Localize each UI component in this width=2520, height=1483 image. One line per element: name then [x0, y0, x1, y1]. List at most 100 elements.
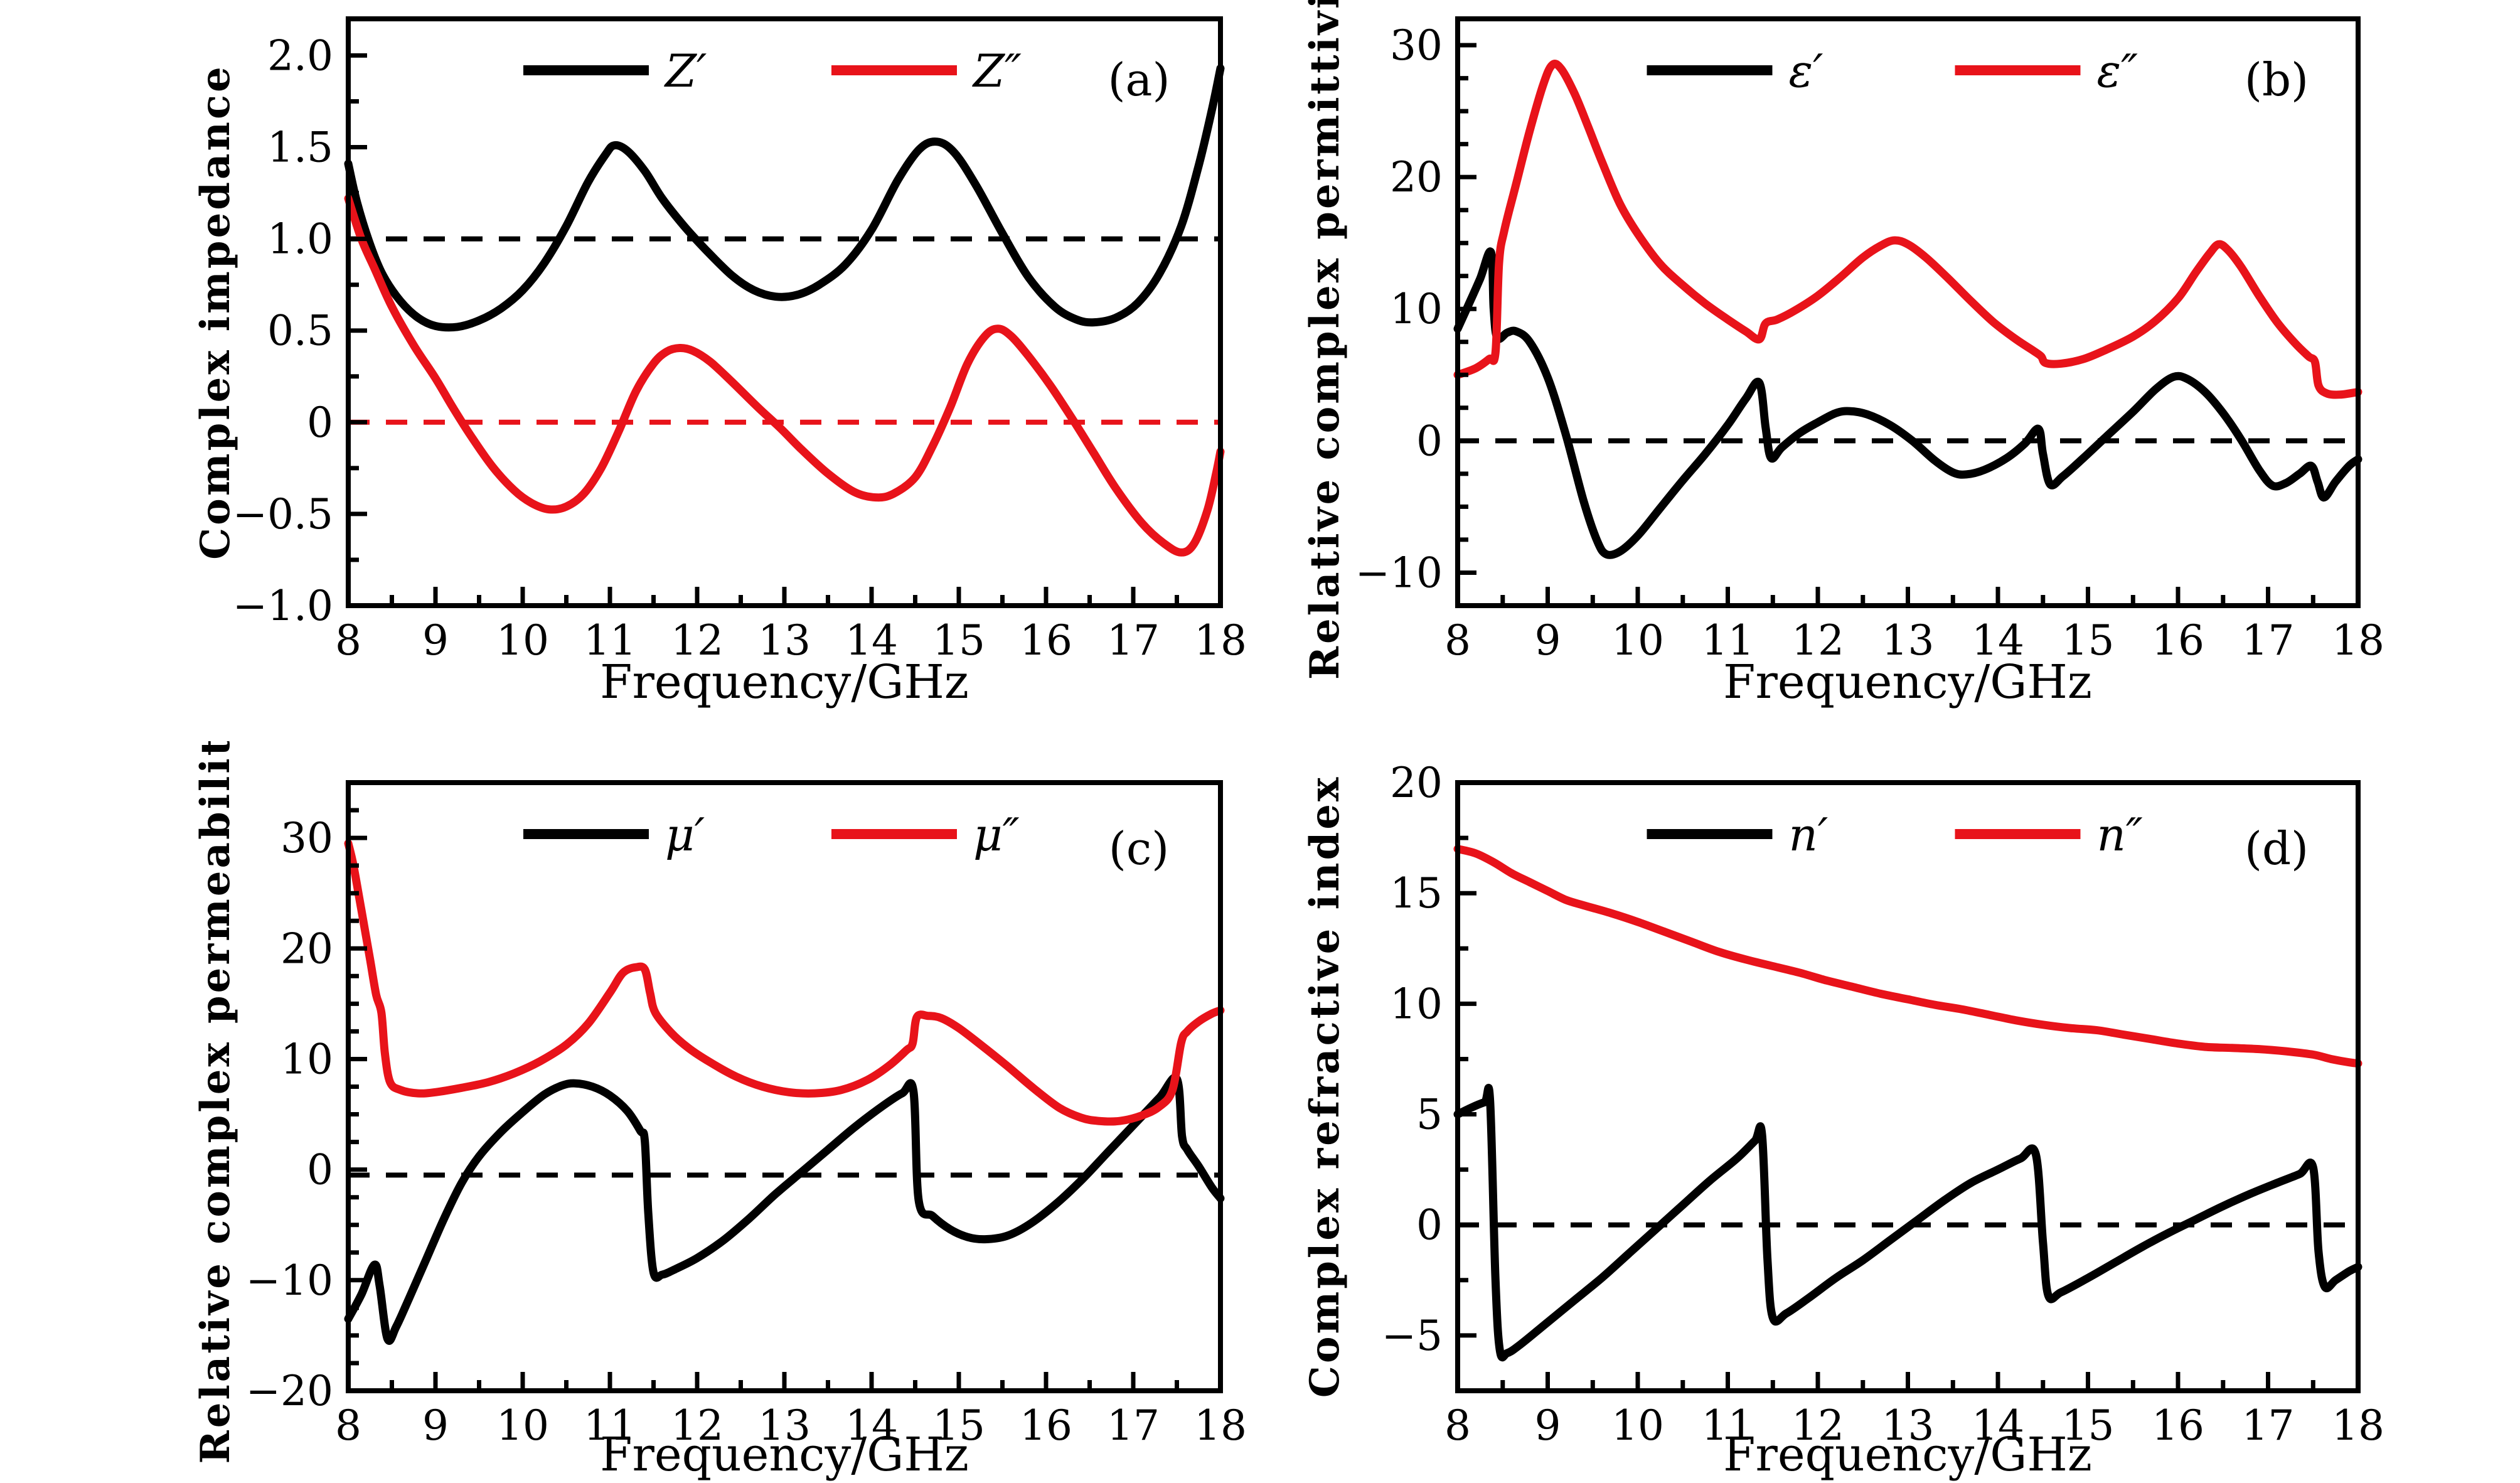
x-tick-label: 11 [584, 1401, 636, 1450]
x-tick-label: 15 [932, 616, 985, 665]
y-tick-label: 0 [1416, 417, 1443, 465]
y-tick-label: −20 [246, 1367, 333, 1415]
x-tick-label: 16 [2152, 616, 2204, 665]
series-Z-prime [344, 64, 1225, 332]
panel-a: 8 9 10 11 12 13 14 15 16 17 18 −1.0 −0.5 0 0.5 1.0 1.5 2.… [0, 0, 1260, 741]
x-tick-label: 8 [335, 616, 361, 665]
series-Z-double-prime [344, 194, 1225, 557]
plot-area-c: 8 9 10 11 12 13 14 15 16 17 18 −20 −10 0 10 20 30 μ′ μ″ [246, 780, 1247, 1450]
x-tick-label: 8 [335, 1401, 361, 1450]
y-tick-label: 20 [1390, 153, 1443, 201]
legend-label: ε′ [1789, 45, 1823, 97]
axes-frame [1455, 780, 2361, 1393]
panel-a-label: (a) [1108, 53, 1170, 106]
x-tick-label: 15 [2062, 1401, 2115, 1450]
y-tick-label: 0 [307, 1146, 333, 1194]
y-tick-label: −5 [1382, 1312, 1443, 1360]
panel-a-x-axis-title: Frequency/GHz [600, 655, 969, 709]
panel-c-label: (c) [1109, 822, 1170, 875]
legend-label: ε″ [2097, 45, 2138, 97]
x-tick-label: 11 [1702, 616, 1754, 665]
plot-area-d: 8 9 10 11 12 13 14 15 16 17 18 −5 0 5 10 15 20 n′ n″ [1382, 759, 2384, 1450]
y-tick-label: 30 [280, 814, 333, 862]
chart-panel-a: 8 9 10 11 12 13 14 15 16 17 18 −1.0 −0.5 0 0.5 1.0 1.5 2.… [192, 16, 1247, 709]
x-tick-label: 10 [1611, 1401, 1664, 1450]
x-tick-label: 10 [496, 1401, 549, 1450]
x-tick-label: 16 [2152, 1401, 2204, 1450]
x-tick-label: 15 [2062, 616, 2115, 665]
legend: n′ n″ [1647, 808, 2143, 861]
x-tick-label: 9 [1535, 1401, 1561, 1450]
x-tick-label: 8 [1444, 1401, 1471, 1450]
x-tick-label: 9 [1535, 616, 1561, 665]
x-tick-label: 14 [845, 1401, 898, 1450]
y-tick-label: 0 [1416, 1201, 1443, 1250]
series-mu-prime [344, 1073, 1225, 1345]
y-tick-label: −0.5 [233, 490, 333, 538]
series-n-double-prime [1453, 845, 2362, 1068]
x-tick-label: 8 [1444, 616, 1471, 665]
series-mu-double-prime [344, 839, 1225, 1126]
legend-label: μ′ [665, 808, 705, 861]
x-tick-label: 14 [1972, 1401, 2024, 1450]
y-tick-label: −1.0 [233, 582, 333, 630]
x-tick-label: 13 [758, 616, 811, 665]
x-tick-label: 12 [671, 1401, 723, 1450]
y-tick-label: 20 [1390, 759, 1443, 807]
panel-b-label: (b) [2245, 53, 2309, 106]
y-tick-label: 1.0 [267, 215, 333, 264]
legend-label: Z′ [664, 45, 707, 97]
x-tick-label: 12 [1791, 1401, 1844, 1450]
x-tick-label: 13 [758, 1401, 811, 1450]
y-tick-label: 1.5 [267, 124, 333, 172]
legend-label: μ″ [973, 808, 1020, 861]
x-tick-label: 14 [1972, 616, 2024, 665]
chart-panel-d: 8 9 10 11 12 13 14 15 16 17 18 −5 0 5 10 15 20 n′ n″ Compl… [1301, 759, 2384, 1482]
x-tick-label: 17 [2242, 1401, 2295, 1450]
plot-area-b: 8 9 10 11 12 13 14 15 16 17 18 −10 0 10 20 30 ε′ ε″ [1355, 16, 2384, 665]
x-tick-label: 10 [1611, 616, 1664, 665]
x-tick-label: 17 [1107, 616, 1160, 665]
x-tick-label: 16 [1020, 1401, 1072, 1450]
plot-area-a: 8 9 10 11 12 13 14 15 16 17 18 −1.0 −0.5 0 0.5 1.0 1.5 2.… [233, 16, 1247, 665]
legend-label: n″ [2097, 808, 2143, 861]
x-tick-label: 18 [1194, 616, 1247, 665]
axis-ticks [1455, 43, 2361, 608]
panel-c-x-axis-title: Frequency/GHz [600, 1428, 969, 1482]
x-tick-label: 9 [422, 1401, 449, 1450]
y-tick-label: 5 [1416, 1091, 1443, 1139]
y-tick-label: 20 [280, 924, 333, 973]
axis-ticks [346, 53, 1223, 608]
panel-c-y-axis-title: Relative complex permeability [192, 741, 239, 1464]
y-tick-label: 10 [1390, 285, 1443, 333]
chart-panel-b: 8 9 10 11 12 13 14 15 16 17 18 −10 0 10 20 30 ε′ ε″ Relat… [1301, 0, 2384, 709]
series-n-prime [1453, 1084, 2362, 1362]
y-tick-label: 10 [280, 1036, 333, 1084]
legend-label: n′ [1789, 808, 1829, 861]
x-tick-label: 18 [1194, 1401, 1247, 1450]
series-epsilon-double-prime [1453, 60, 2362, 399]
axes-frame [346, 16, 1223, 608]
panel-d-label: (d) [2245, 822, 2309, 875]
x-tick-label: 18 [2332, 1401, 2384, 1450]
legend: ε′ ε″ [1647, 45, 2138, 97]
x-tick-label: 11 [1702, 1401, 1754, 1450]
panel-b-x-axis-title: Frequency/GHz [1723, 655, 2092, 709]
legend: Z′ Z″ [523, 45, 1022, 97]
x-tick-label: 17 [1107, 1401, 1160, 1450]
x-tick-label: 17 [2242, 616, 2295, 665]
chart-panel-c: 8 9 10 11 12 13 14 15 16 17 18 −20 −10 0 10 20 30 μ′ μ″ Re… [192, 741, 1247, 1482]
x-tick-label: 13 [1882, 616, 1935, 665]
panel-c: 8 9 10 11 12 13 14 15 16 17 18 −20 −10 0 10 20 30 μ′ μ″ Re… [0, 741, 1260, 1483]
series-epsilon-prime [1453, 247, 2362, 559]
panel-d: 8 9 10 11 12 13 14 15 16 17 18 −5 0 5 10 15 20 n′ n″ Compl… [1260, 741, 2520, 1483]
x-tick-label: 14 [845, 616, 898, 665]
panel-d-x-axis-title: Frequency/GHz [1723, 1428, 2092, 1482]
x-tick-label: 16 [1020, 616, 1072, 665]
axis-ticks [346, 780, 1223, 1393]
axis-ticks [1455, 780, 2361, 1393]
x-tick-label: 15 [932, 1401, 985, 1450]
x-tick-label: 12 [1791, 616, 1844, 665]
y-tick-label: 10 [1390, 980, 1443, 1028]
